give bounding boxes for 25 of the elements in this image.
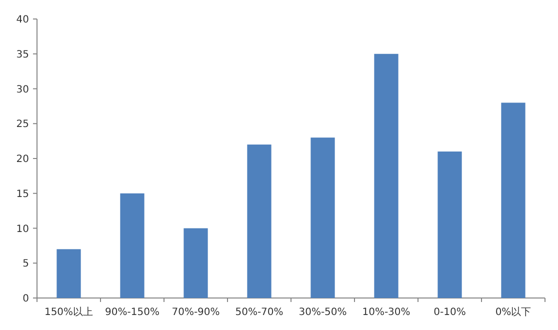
y-tick-label: 10 xyxy=(16,224,29,235)
bar xyxy=(374,54,398,298)
y-tick-label: 15 xyxy=(16,188,29,200)
bar xyxy=(438,152,462,298)
x-tick-label: 0%以下 xyxy=(495,306,532,318)
x-tick-label: 30%-50% xyxy=(298,307,347,318)
y-tick-label: 5 xyxy=(22,258,29,270)
bar xyxy=(120,193,144,298)
y-tick-label: 30 xyxy=(16,84,29,96)
x-tick-label: 70%-90% xyxy=(172,307,220,318)
bar xyxy=(501,102,526,298)
x-tick-label: 90%-150% xyxy=(105,307,160,318)
bar xyxy=(310,138,335,298)
x-tick-label: 150%以上 xyxy=(44,306,94,318)
y-tick-label: 40 xyxy=(16,14,29,26)
bar xyxy=(56,249,81,298)
bar xyxy=(247,144,272,298)
x-tick-label: 10%-30% xyxy=(362,307,410,318)
y-tick-label: 20 xyxy=(16,154,29,165)
y-tick-label: 25 xyxy=(16,119,29,130)
bar xyxy=(184,228,208,298)
y-tick-label: 0 xyxy=(22,294,29,304)
x-tick-label: 50%-70% xyxy=(235,307,284,318)
y-tick-label: 35 xyxy=(16,49,29,60)
x-tick-label: 0-10% xyxy=(434,307,466,318)
